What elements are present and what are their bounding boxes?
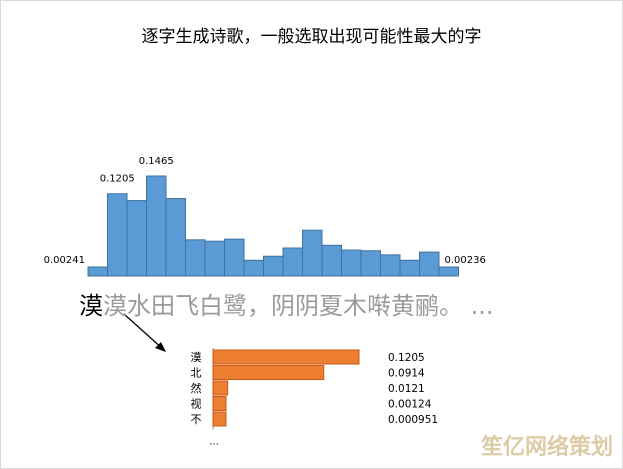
histogram-labels: 0.00241 0.1205 0.1465 0.00236 <box>44 156 486 266</box>
histogram-bar <box>438 266 459 277</box>
histogram-bar <box>87 266 108 277</box>
histogram-value-label: 0.00241 <box>44 255 85 266</box>
histogram-bar <box>399 259 420 277</box>
histogram-bar <box>146 175 167 277</box>
arrow-head <box>155 342 166 352</box>
candidate-char: 北 <box>191 367 202 380</box>
histogram-bar <box>165 198 186 277</box>
poem-rest: 漠水田飞白鹭，阴阴夏木啭黄鹂。 ... <box>103 292 494 320</box>
candidate-value: 0.0121 <box>388 383 425 395</box>
page-title: 逐字生成诗歌，一般选取出现可能性最大的字 <box>141 27 482 47</box>
histogram-value-label: 0.1205 <box>100 174 135 185</box>
histogram-value-label: 0.00236 <box>445 255 486 266</box>
arrow-line <box>123 313 164 350</box>
candidate-value: 0.00124 <box>388 399 432 411</box>
histogram-bar <box>302 229 323 277</box>
histogram-bar <box>419 251 440 277</box>
arrow <box>123 313 166 352</box>
histogram-bar <box>341 249 362 277</box>
candidate-bar <box>212 380 229 396</box>
candidate-value: 0.0914 <box>388 368 425 380</box>
watermark: 笙亿网络策划 <box>480 435 613 460</box>
candidate-char: 漠 <box>191 351 202 364</box>
candidate-chart: 漠 0.1205 北 0.0914 然 0.0121 视 0.00124 不 0.000951..… <box>191 348 438 448</box>
histogram-bar <box>185 239 206 277</box>
candidate-char: 视 <box>191 397 202 411</box>
candidate-char: 然 <box>191 381 202 395</box>
probability-histogram <box>87 175 459 277</box>
histogram-bar <box>360 250 381 277</box>
histogram-bar <box>126 200 147 277</box>
candidate-char: 不 <box>191 413 202 426</box>
candidate-bar <box>212 365 325 380</box>
histogram-bar <box>380 254 401 277</box>
candidate-value: 0.000951 <box>388 414 438 426</box>
candidate-value: 0.1205 <box>388 352 425 364</box>
histogram-bar <box>321 244 342 277</box>
histogram-value-label: 0.1465 <box>139 156 174 167</box>
histogram-bar <box>204 240 225 277</box>
candidate-bar <box>212 349 360 365</box>
generated-poem: 漠漠水田飞白鹭，阴阴夏木啭黄鹂。 ... <box>79 286 494 321</box>
histogram-bar <box>224 238 245 277</box>
histogram-bar <box>263 255 284 277</box>
histogram-bar <box>107 193 128 277</box>
histogram-bar <box>282 247 303 277</box>
histogram-bar <box>243 259 264 277</box>
candidate-bar <box>212 396 227 411</box>
candidate-more: ... <box>209 437 219 448</box>
poem-first-char: 漠 <box>79 292 103 320</box>
candidate-bar <box>212 411 227 427</box>
